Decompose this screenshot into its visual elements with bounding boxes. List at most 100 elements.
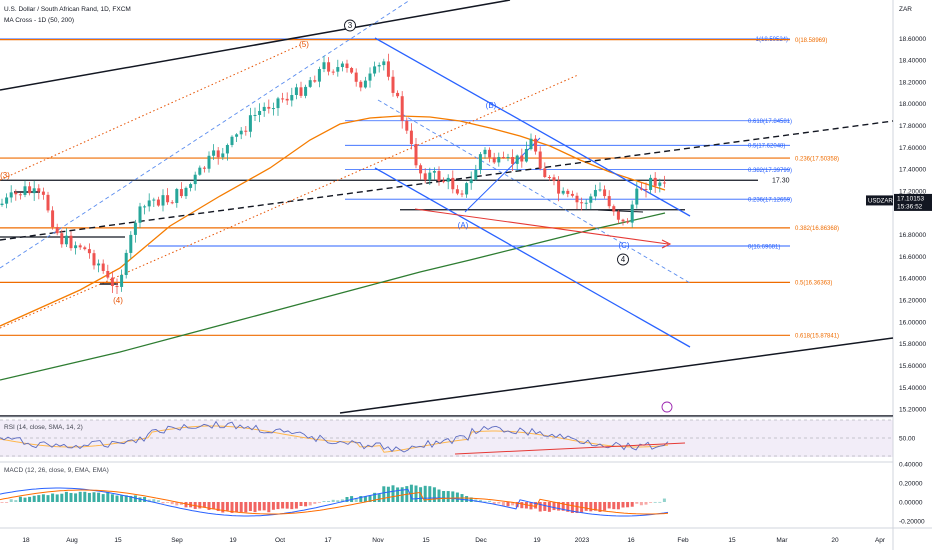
candle[interactable] bbox=[377, 65, 381, 67]
macd-histogram-bar[interactable] bbox=[120, 495, 124, 502]
candle[interactable] bbox=[184, 187, 188, 197]
macd-histogram-bar[interactable] bbox=[170, 502, 174, 505]
candle[interactable] bbox=[589, 196, 593, 203]
candle[interactable] bbox=[327, 62, 331, 72]
macd-histogram-bar[interactable] bbox=[607, 502, 611, 509]
candle[interactable] bbox=[308, 80, 312, 87]
macd-histogram-bar[interactable] bbox=[653, 501, 657, 503]
candle[interactable] bbox=[156, 199, 160, 206]
macd-histogram-bar[interactable] bbox=[382, 486, 386, 502]
candle[interactable] bbox=[322, 62, 326, 70]
macd-histogram-bar[interactable] bbox=[14, 500, 18, 502]
candle[interactable] bbox=[653, 177, 657, 186]
candle[interactable] bbox=[244, 130, 248, 132]
candle[interactable] bbox=[511, 157, 515, 164]
macd-histogram-bar[interactable] bbox=[271, 502, 275, 510]
candle[interactable] bbox=[216, 150, 220, 158]
macd-histogram-bar[interactable] bbox=[630, 502, 634, 507]
candle[interactable] bbox=[598, 189, 602, 191]
macd-histogram-bar[interactable] bbox=[235, 502, 239, 513]
candle[interactable] bbox=[658, 182, 662, 186]
macd-histogram-bar[interactable] bbox=[64, 491, 68, 502]
candle[interactable] bbox=[644, 189, 648, 191]
macd-histogram-bar[interactable] bbox=[9, 499, 13, 502]
macd-histogram-bar[interactable] bbox=[78, 491, 82, 502]
macd-histogram-bar[interactable] bbox=[368, 495, 372, 502]
candle[interactable] bbox=[570, 193, 574, 196]
macd-histogram-bar[interactable] bbox=[386, 486, 390, 502]
macd-histogram-bar[interactable] bbox=[230, 502, 234, 513]
macd-histogram-bar[interactable] bbox=[538, 502, 542, 512]
macd-histogram-bar[interactable] bbox=[488, 500, 492, 502]
macd-histogram-bar[interactable] bbox=[253, 502, 257, 513]
macd-histogram-bar[interactable] bbox=[478, 500, 482, 502]
candle[interactable] bbox=[281, 98, 285, 100]
candle[interactable] bbox=[101, 263, 105, 271]
event-marker[interactable] bbox=[661, 401, 673, 413]
candle[interactable] bbox=[336, 67, 340, 72]
candle[interactable] bbox=[607, 196, 611, 207]
macd-histogram-bar[interactable] bbox=[281, 502, 285, 509]
macd-histogram-bar[interactable] bbox=[658, 501, 662, 503]
macd-histogram-bar[interactable] bbox=[110, 494, 114, 502]
macd-histogram-bar[interactable] bbox=[262, 502, 266, 511]
macd-histogram-bar[interactable] bbox=[143, 497, 147, 502]
macd-histogram-bar[interactable] bbox=[437, 489, 441, 502]
macd-histogram-bar[interactable] bbox=[294, 502, 298, 509]
candle[interactable] bbox=[253, 114, 257, 116]
macd-histogram-bar[interactable] bbox=[299, 502, 303, 507]
macd-histogram-bar[interactable] bbox=[83, 491, 87, 502]
candle[interactable] bbox=[543, 168, 547, 178]
macd-histogram-bar[interactable] bbox=[455, 492, 459, 502]
rsi-trendline[interactable] bbox=[454, 442, 686, 455]
candle[interactable] bbox=[267, 106, 271, 109]
macd-histogram-bar[interactable] bbox=[37, 495, 41, 502]
macd-histogram-bar[interactable] bbox=[317, 502, 321, 503]
candle[interactable] bbox=[442, 181, 446, 183]
candle[interactable] bbox=[455, 189, 459, 194]
macd-histogram-bar[interactable] bbox=[649, 502, 653, 503]
macd-histogram-bar[interactable] bbox=[55, 494, 59, 502]
macd-histogram-bar[interactable] bbox=[465, 496, 469, 502]
macd-histogram-bar[interactable] bbox=[442, 491, 446, 502]
lower-trendline[interactable] bbox=[339, 337, 894, 414]
candle[interactable] bbox=[584, 202, 588, 204]
macd-histogram-bar[interactable] bbox=[87, 492, 91, 502]
candle[interactable] bbox=[446, 177, 450, 182]
macd-histogram-bar[interactable] bbox=[202, 502, 206, 508]
macd-histogram-bar[interactable] bbox=[662, 498, 666, 502]
macd-histogram-bar[interactable] bbox=[373, 492, 377, 502]
macd-histogram-bar[interactable] bbox=[414, 485, 418, 502]
candle[interactable] bbox=[9, 192, 13, 198]
candle[interactable] bbox=[225, 144, 229, 154]
macd-histogram-bar[interactable] bbox=[161, 502, 165, 504]
candle[interactable] bbox=[639, 188, 643, 190]
macd-histogram-bar[interactable] bbox=[506, 502, 510, 507]
candle[interactable] bbox=[603, 189, 607, 197]
macd-histogram-bar[interactable] bbox=[575, 502, 579, 514]
candle[interactable] bbox=[202, 167, 206, 169]
candle[interactable] bbox=[465, 183, 469, 195]
candle[interactable] bbox=[92, 253, 96, 266]
macd-histogram-bar[interactable] bbox=[336, 500, 340, 502]
candle[interactable] bbox=[46, 194, 50, 211]
macd-histogram-bar[interactable] bbox=[101, 494, 105, 502]
macd-histogram-bar[interactable] bbox=[566, 502, 570, 512]
macd-histogram-bar[interactable] bbox=[133, 495, 137, 502]
descending-channel-bottom[interactable] bbox=[374, 167, 691, 348]
macd-histogram-bar[interactable] bbox=[534, 502, 538, 509]
macd-histogram-bar[interactable] bbox=[492, 502, 496, 505]
candle[interactable] bbox=[313, 80, 317, 82]
candle[interactable] bbox=[626, 221, 630, 223]
candle[interactable] bbox=[391, 76, 395, 93]
macd-histogram-bar[interactable] bbox=[152, 499, 156, 502]
candle[interactable] bbox=[501, 157, 505, 159]
macd-histogram-bar[interactable] bbox=[520, 502, 524, 509]
macd-histogram-bar[interactable] bbox=[603, 502, 607, 511]
candle[interactable] bbox=[0, 203, 4, 205]
rsi-pane[interactable] bbox=[0, 420, 686, 455]
candle[interactable] bbox=[317, 69, 321, 82]
candles[interactable] bbox=[0, 53, 666, 294]
candle[interactable] bbox=[363, 80, 367, 88]
macd-histogram-bar[interactable] bbox=[221, 502, 225, 513]
